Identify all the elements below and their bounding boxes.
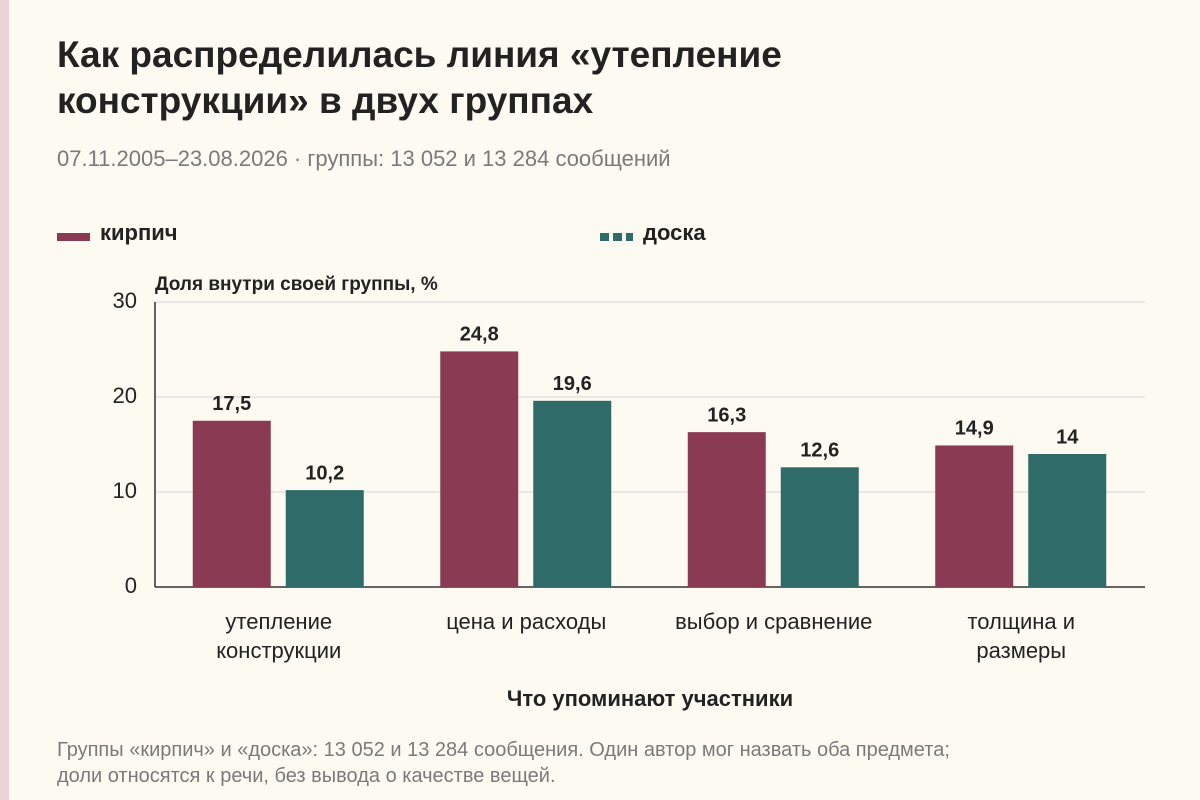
bar — [780, 467, 859, 587]
bar — [1028, 454, 1107, 587]
y-tick-label: 30 — [113, 288, 137, 313]
legend-label: кирпич — [100, 220, 178, 245]
value-label: 12,6 — [800, 440, 839, 462]
value-label: 19,6 — [553, 373, 592, 395]
value-label: 17,5 — [212, 393, 251, 415]
value-label: 16,3 — [707, 404, 746, 426]
side-stripe — [0, 0, 9, 800]
x-tick-label: выбор и сравнение — [675, 609, 873, 634]
bar — [285, 490, 364, 587]
x-tick-label: утепление конструкции — [216, 609, 342, 663]
chart-subtitle: 07.11.2005–23.08.2026 · группы: 13 052 и… — [57, 146, 671, 171]
chart-title: Как распределилась линия «утепление конст… — [57, 34, 782, 121]
y-tick-label: 10 — [113, 478, 137, 503]
value-label: 14 — [1056, 426, 1079, 448]
x-tick-label: толщина и размеры — [967, 609, 1076, 663]
bar — [192, 420, 271, 587]
y-axis-label: Доля внутри своей группы, % — [155, 274, 438, 295]
value-label: 10,2 — [305, 462, 344, 484]
footnote: Группы «кирпич» и «доска»: 13 052 и 13 2… — [57, 739, 950, 787]
x-tick-label: цена и расходы — [446, 609, 607, 634]
bar — [935, 445, 1014, 587]
value-label: 14,9 — [955, 418, 994, 440]
y-tick-label: 0 — [125, 573, 137, 598]
bar — [533, 400, 612, 587]
x-axis-label: Что упоминают участники — [506, 686, 794, 711]
bar — [687, 432, 766, 587]
value-label: 24,8 — [460, 324, 499, 346]
y-tick-label: 20 — [113, 383, 137, 408]
bar — [440, 351, 519, 587]
legend-label: доска — [643, 220, 706, 245]
